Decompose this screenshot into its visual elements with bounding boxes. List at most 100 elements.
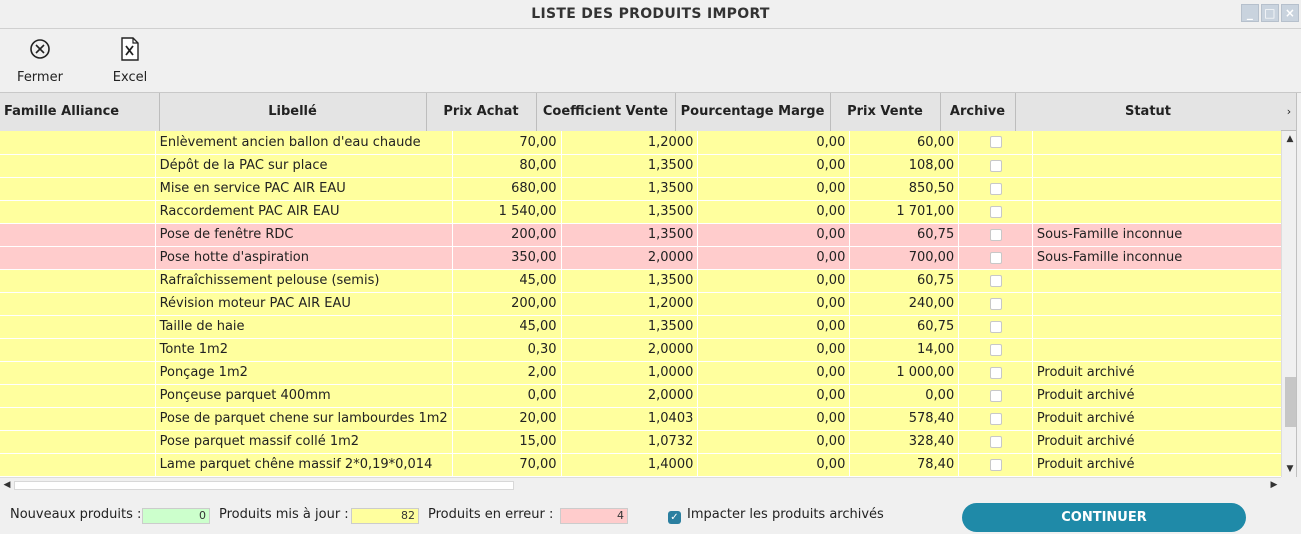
table-row[interactable]: Enlèvement ancien ballon d'eau chaude 70,…	[0, 131, 1296, 155]
cell-marge[interactable]: 0,00	[697, 246, 851, 270]
maximize-button[interactable]: □	[1261, 4, 1279, 22]
cell-prix-vente[interactable]: 850,50	[849, 177, 960, 201]
cell-statut[interactable]: Produit archivé	[1032, 453, 1296, 477]
cell-marge[interactable]: 0,00	[697, 338, 851, 362]
cell-prix-vente[interactable]: 240,00	[849, 292, 960, 316]
table-row[interactable]: Raccordement PAC AIR EAU 1 540,00 1,3500 0,…	[0, 200, 1296, 224]
cell-prix-vente[interactable]: 328,40	[849, 430, 960, 454]
archive-checkbox[interactable]	[989, 205, 1002, 218]
cell-marge[interactable]: 0,00	[697, 384, 851, 408]
cell-libelle[interactable]: Lame parquet chêne massif 2*0,19*0,014	[155, 453, 453, 477]
cell-statut[interactable]	[1032, 131, 1296, 155]
cell-prix-achat[interactable]: 70,00	[452, 453, 562, 477]
cell-famille[interactable]	[0, 269, 156, 293]
cell-marge[interactable]: 0,00	[697, 361, 851, 385]
cell-prix-vente[interactable]: 78,40	[849, 453, 960, 477]
cell-prix-vente[interactable]: 0,00	[849, 384, 960, 408]
minimize-button[interactable]: _	[1241, 4, 1259, 22]
cell-famille[interactable]	[0, 246, 156, 270]
cell-coefficient[interactable]: 1,3500	[561, 200, 699, 224]
cell-prix-achat[interactable]: 200,00	[452, 292, 562, 316]
archive-checkbox[interactable]	[989, 412, 1002, 425]
cell-archive[interactable]	[958, 131, 1033, 155]
cell-marge[interactable]: 0,00	[697, 315, 851, 339]
continue-button[interactable]: CONTINUER	[962, 503, 1246, 532]
cell-famille[interactable]	[0, 177, 156, 201]
cell-marge[interactable]: 0,00	[697, 430, 851, 454]
cell-statut[interactable]	[1032, 269, 1296, 293]
impact-archived-checkbox[interactable]: ✓ Impacter les produits archivés	[668, 507, 884, 524]
close-button[interactable]: Fermer	[0, 36, 80, 85]
cell-statut[interactable]: Produit archivé	[1032, 384, 1296, 408]
cell-coefficient[interactable]: 1,3500	[561, 269, 699, 293]
cell-prix-achat[interactable]: 15,00	[452, 430, 562, 454]
cell-prix-vente[interactable]: 1 000,00	[849, 361, 960, 385]
cell-libelle[interactable]: Enlèvement ancien ballon d'eau chaude	[155, 131, 453, 155]
archive-checkbox[interactable]	[989, 274, 1002, 287]
cell-coefficient[interactable]: 1,0403	[561, 407, 699, 431]
cell-famille[interactable]	[0, 430, 156, 454]
table-row[interactable]: Pose de fenêtre RDC 200,00 1,3500 0,00 60,75…	[0, 223, 1296, 247]
cell-coefficient[interactable]: 1,3500	[561, 177, 699, 201]
cell-archive[interactable]	[958, 246, 1033, 270]
column-header-coefficient[interactable]: Coefficient Vente	[536, 93, 676, 132]
scroll-right-icon[interactable]: ▶	[1270, 480, 1278, 490]
cell-marge[interactable]: 0,00	[697, 269, 851, 293]
cell-coefficient[interactable]: 1,2000	[561, 131, 699, 155]
cell-statut[interactable]	[1032, 292, 1296, 316]
cell-prix-vente[interactable]: 108,00	[849, 154, 960, 178]
column-header-archive[interactable]: Archive	[940, 93, 1016, 132]
cell-prix-achat[interactable]: 0,30	[452, 338, 562, 362]
cell-prix-achat[interactable]: 0,00	[452, 384, 562, 408]
scroll-left-icon[interactable]: ◀	[3, 480, 11, 490]
cell-statut[interactable]	[1032, 177, 1296, 201]
cell-libelle[interactable]: Ponçeuse parquet 400mm	[155, 384, 453, 408]
cell-marge[interactable]: 0,00	[697, 131, 851, 155]
cell-archive[interactable]	[958, 269, 1033, 293]
cell-prix-achat[interactable]: 200,00	[452, 223, 562, 247]
cell-prix-achat[interactable]: 350,00	[452, 246, 562, 270]
cell-prix-achat[interactable]: 80,00	[452, 154, 562, 178]
table-row[interactable]: Dépôt de la PAC sur place 80,00 1,3500 0,00…	[0, 154, 1296, 178]
cell-prix-vente[interactable]: 60,75	[849, 269, 960, 293]
cell-libelle[interactable]: Raccordement PAC AIR EAU	[155, 200, 453, 224]
cell-prix-vente[interactable]: 578,40	[849, 407, 960, 431]
cell-libelle[interactable]: Dépôt de la PAC sur place	[155, 154, 453, 178]
archive-checkbox[interactable]	[989, 136, 1002, 149]
cell-libelle[interactable]: Rafraîchissement pelouse (semis)	[155, 269, 453, 293]
archive-checkbox[interactable]	[989, 458, 1002, 471]
cell-statut[interactable]: Produit archivé	[1032, 361, 1296, 385]
cell-prix-vente[interactable]: 60,75	[849, 315, 960, 339]
cell-libelle[interactable]: Ponçage 1m2	[155, 361, 453, 385]
cell-libelle[interactable]: Taille de haie	[155, 315, 453, 339]
cell-coefficient[interactable]: 1,2000	[561, 292, 699, 316]
cell-archive[interactable]	[958, 430, 1033, 454]
cell-marge[interactable]: 0,00	[697, 200, 851, 224]
cell-coefficient[interactable]: 2,0000	[561, 384, 699, 408]
cell-famille[interactable]	[0, 384, 156, 408]
cell-prix-vente[interactable]: 60,75	[849, 223, 960, 247]
cell-archive[interactable]	[958, 177, 1033, 201]
cell-famille[interactable]	[0, 154, 156, 178]
cell-libelle[interactable]: Mise en service PAC AIR EAU	[155, 177, 453, 201]
cell-archive[interactable]	[958, 200, 1033, 224]
cell-famille[interactable]	[0, 407, 156, 431]
cell-prix-achat[interactable]: 680,00	[452, 177, 562, 201]
table-row[interactable]: Tonte 1m2 0,30 2,0000 0,00 14,00	[0, 338, 1296, 362]
cell-libelle[interactable]: Pose hotte d'aspiration	[155, 246, 453, 270]
cell-coefficient[interactable]: 1,4000	[561, 453, 699, 477]
cell-marge[interactable]: 0,00	[697, 407, 851, 431]
cell-libelle[interactable]: Pose de fenêtre RDC	[155, 223, 453, 247]
archive-checkbox[interactable]	[989, 366, 1002, 379]
cell-prix-achat[interactable]: 2,00	[452, 361, 562, 385]
archive-checkbox[interactable]	[989, 389, 1002, 402]
cell-archive[interactable]	[958, 315, 1033, 339]
cell-coefficient[interactable]: 2,0000	[561, 338, 699, 362]
cell-famille[interactable]	[0, 200, 156, 224]
table-row[interactable]: Rafraîchissement pelouse (semis) 45,00 1,3…	[0, 269, 1296, 293]
table-row[interactable]: Ponçage 1m2 2,00 1,0000 0,00 1 000,00 Produit…	[0, 361, 1296, 385]
cell-statut[interactable]: Produit archivé	[1032, 430, 1296, 454]
cell-marge[interactable]: 0,00	[697, 223, 851, 247]
cell-archive[interactable]	[958, 223, 1033, 247]
checkbox-checked-icon[interactable]: ✓	[668, 511, 681, 524]
